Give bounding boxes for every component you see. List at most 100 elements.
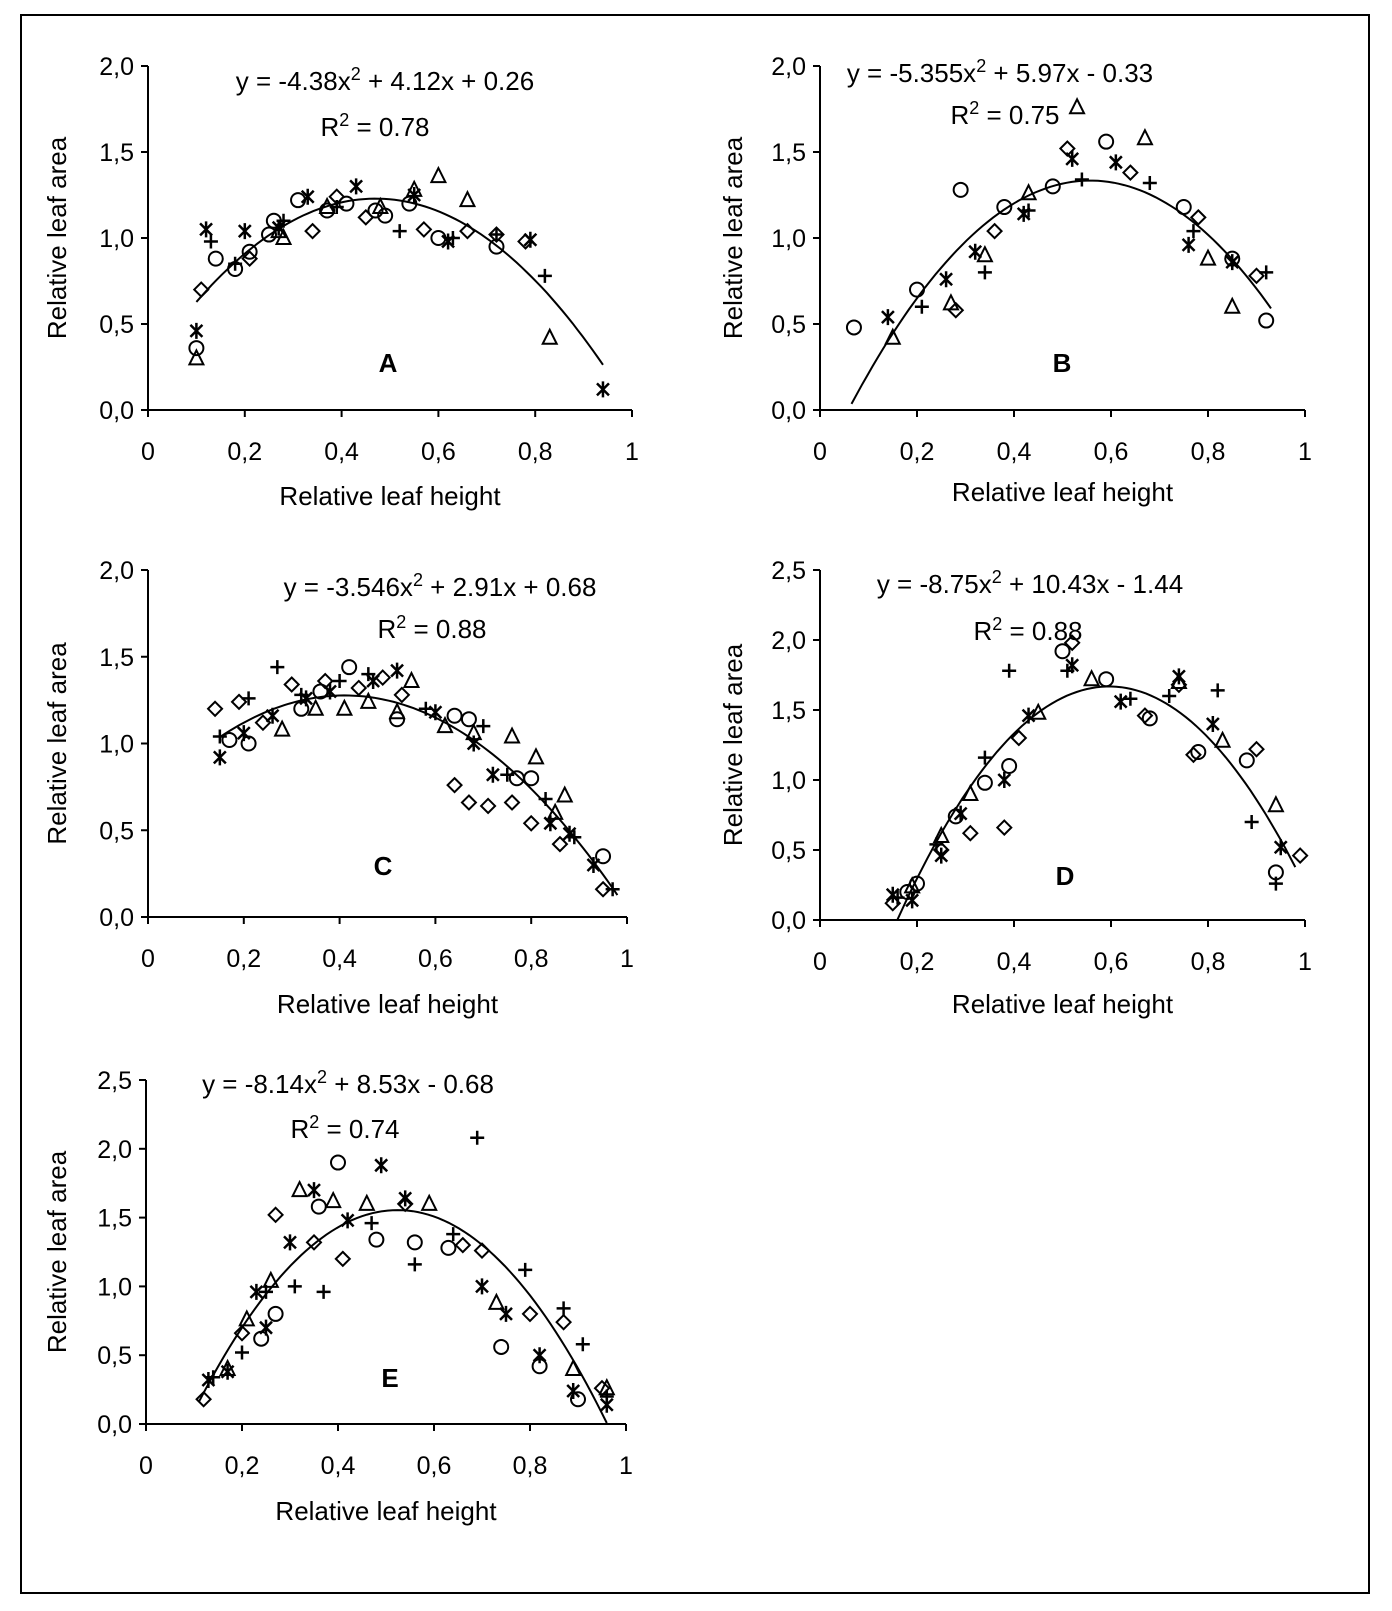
marker-diamond xyxy=(1248,267,1265,285)
marker-triangle xyxy=(274,227,293,245)
marker-triangle xyxy=(527,747,545,765)
marker-star xyxy=(249,1283,264,1300)
series-star xyxy=(201,1157,614,1413)
marker-circle xyxy=(207,250,224,267)
marker-star xyxy=(189,322,204,339)
marker-diamond xyxy=(473,1242,491,1260)
x-tick-label: 0,8 xyxy=(513,1452,548,1480)
marker-diamond xyxy=(1291,847,1309,865)
marker-diamond xyxy=(961,824,979,842)
x-axis-label: Relative leaf height xyxy=(277,989,499,1019)
marker-diamond xyxy=(350,679,368,697)
marker-diamond xyxy=(503,794,521,811)
series-triangle xyxy=(884,97,1241,345)
x-tick-label: 0 xyxy=(141,438,155,466)
marker-triangle xyxy=(1082,668,1101,687)
panel-b: 0,0 0,5 1,0 1,5 2,0 0 0,2 0,4 0,6 0,8 1 Relative le… xyxy=(718,53,1312,507)
marker-circle xyxy=(1175,199,1192,216)
marker-plus xyxy=(518,1262,533,1277)
marker-circle xyxy=(267,1305,284,1322)
marker-diamond xyxy=(1136,707,1154,725)
marker-plus xyxy=(605,882,620,897)
marker-plus xyxy=(1162,689,1177,703)
marker-circle xyxy=(241,243,258,260)
x-tick-label: 1 xyxy=(1298,948,1312,976)
marker-star xyxy=(543,815,558,832)
x-tick-label: 1 xyxy=(1298,438,1312,466)
marker-diamond xyxy=(357,208,375,226)
marker-circle xyxy=(493,1338,510,1355)
y-tick-label: 1,5 xyxy=(99,644,134,672)
x-tick-label: 0 xyxy=(139,1452,153,1480)
y-tick-label: 0,5 xyxy=(771,837,806,865)
marker-star xyxy=(1113,693,1128,710)
marker-diamond xyxy=(459,222,476,240)
series-diamond xyxy=(192,188,534,299)
marker-diamond xyxy=(1189,208,1207,226)
marker-plus xyxy=(287,1279,302,1294)
marker-diamond xyxy=(304,222,321,240)
marker-diamond xyxy=(283,676,301,693)
marker-circle xyxy=(367,202,384,219)
marker-star xyxy=(366,673,381,690)
marker-diamond xyxy=(522,814,540,832)
x-axis-label: Relative leaf height xyxy=(275,1496,497,1526)
series-plus xyxy=(890,663,1283,905)
marker-triangle xyxy=(324,1190,342,1209)
marker-triangle xyxy=(564,1358,582,1376)
marker-star xyxy=(199,221,213,238)
marker-triangle xyxy=(429,165,448,184)
marker-diamond xyxy=(479,797,497,815)
series-circle xyxy=(221,659,612,865)
marker-triangle xyxy=(307,698,325,716)
marker-star xyxy=(271,219,286,236)
marker-triangle xyxy=(976,244,994,263)
x-tick-label: 0 xyxy=(813,438,827,466)
marker-star xyxy=(1172,668,1186,685)
marker-star xyxy=(523,231,538,248)
marker-circle xyxy=(368,1231,385,1248)
marker-triangle xyxy=(1199,248,1217,266)
marker-circle xyxy=(460,711,477,728)
marker-star xyxy=(485,766,500,783)
marker-triangle xyxy=(290,1179,309,1198)
y-axis-label: Relative leaf area xyxy=(42,1150,72,1353)
series-star xyxy=(212,662,601,873)
y-tick-label: 1,0 xyxy=(97,1273,132,1301)
marker-triangle xyxy=(359,691,377,709)
marker-circle xyxy=(845,319,862,336)
marker-star xyxy=(596,381,610,398)
x-tick-label: 0,2 xyxy=(227,438,262,466)
series-circle xyxy=(253,1154,586,1408)
x-tick-label: 0,6 xyxy=(417,1452,452,1480)
marker-diamond xyxy=(1248,740,1265,758)
marker-diamond xyxy=(1063,634,1081,652)
y-tick-label: 0,5 xyxy=(99,817,134,845)
x-tick-label: 0 xyxy=(813,948,827,976)
marker-plus xyxy=(470,1130,485,1145)
series-triangle xyxy=(218,1179,616,1396)
series-star xyxy=(189,178,610,398)
marker-circle xyxy=(1098,671,1115,688)
y-tick-label: 0,0 xyxy=(771,397,806,425)
marker-triangle xyxy=(961,783,979,801)
x-axis-label: Relative leaf height xyxy=(279,481,501,511)
r-squared: R2 = 0.88 xyxy=(377,612,486,644)
marker-diamond xyxy=(230,693,248,711)
marker-circle xyxy=(319,202,336,219)
marker-star xyxy=(299,690,313,707)
marker-circle xyxy=(952,181,969,198)
marker-circle xyxy=(1044,178,1061,195)
y-tick-label: 2,5 xyxy=(771,557,806,585)
marker-circle xyxy=(440,1239,457,1256)
series-circle xyxy=(899,643,1284,900)
marker-diamond xyxy=(446,776,463,794)
marker-star xyxy=(881,309,895,326)
marker-star xyxy=(953,805,968,822)
x-tick-label: 0,6 xyxy=(1094,948,1129,976)
y-tick-label: 1,0 xyxy=(771,225,806,253)
marker-triangle xyxy=(1213,730,1232,748)
marker-star xyxy=(407,187,422,203)
r-squared: R2 = 0.78 xyxy=(320,110,429,142)
marker-plus xyxy=(392,224,407,239)
